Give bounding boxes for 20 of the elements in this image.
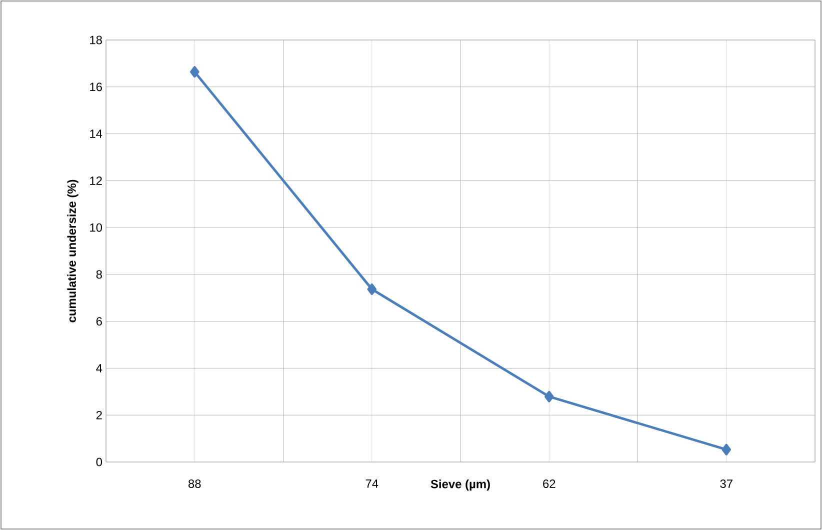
y-tick-label: 16 xyxy=(90,82,102,92)
y-tick-label: 6 xyxy=(96,317,102,326)
y-tick-label: 4 xyxy=(96,364,102,372)
y-tick-label: 0 xyxy=(96,458,102,466)
point xyxy=(190,66,200,78)
y-tick-label: 10 xyxy=(90,223,102,232)
x-tick-label: 37 xyxy=(720,480,732,488)
x-axis-title: Sieve (µm) xyxy=(430,480,490,491)
x-tick-label: 74 xyxy=(366,480,378,488)
y-axis-title: cumulative undersize (%) xyxy=(67,180,78,322)
y-tick-label: 14 xyxy=(90,130,102,138)
y-tick-label: 8 xyxy=(96,270,102,279)
y-tick-label: 12 xyxy=(90,176,102,185)
x-tick-label: 62 xyxy=(543,480,556,488)
point xyxy=(367,283,377,295)
point xyxy=(544,390,554,402)
y-tick-label: 18 xyxy=(90,36,102,44)
x-tick-label: 88 xyxy=(188,480,201,488)
y-tick-label: 2 xyxy=(96,410,102,420)
point xyxy=(722,444,732,456)
